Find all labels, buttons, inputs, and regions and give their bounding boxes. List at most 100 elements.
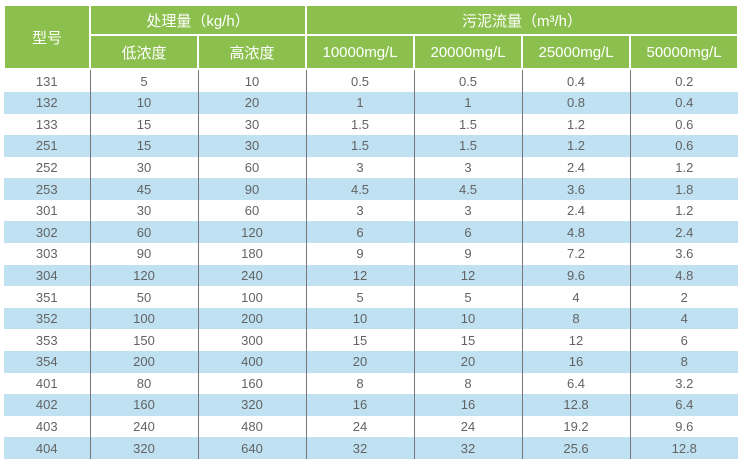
value-cell: 90 xyxy=(197,178,307,200)
model-cell: 303 xyxy=(35,246,58,262)
value-cell: 12.8 xyxy=(521,394,631,416)
value-cell: 4.5 xyxy=(413,178,523,200)
model-cell: 403 xyxy=(35,418,58,434)
model-cell: 401 xyxy=(35,375,58,391)
value-cell: 120 xyxy=(197,221,307,244)
value-cell: 30 xyxy=(197,113,307,136)
value-cell: 60 xyxy=(197,199,307,222)
value-cell: 10 xyxy=(413,307,523,330)
value-cell: 20 xyxy=(413,350,523,373)
table-row: 353 150 300 15 15 12 6 xyxy=(4,329,739,351)
value-cell: 10 xyxy=(197,69,307,93)
value-cell: 0.5 xyxy=(413,69,523,93)
value-cell: 4.5 xyxy=(305,178,415,200)
value-cell: 9.6 xyxy=(629,415,739,438)
value-cell: 0.6 xyxy=(629,135,739,157)
value-cell: 0.6 xyxy=(629,113,739,136)
header-20000mgl: 20000mg/L xyxy=(413,34,524,70)
value-cell: 10 xyxy=(89,92,198,114)
value-cell: 180 xyxy=(197,243,307,265)
value-cell: 6.4 xyxy=(629,394,739,416)
value-cell: 100 xyxy=(89,307,198,330)
value-cell: 1 xyxy=(413,92,523,114)
value-cell: 32 xyxy=(413,437,523,459)
value-cell: 3 xyxy=(305,199,415,222)
value-cell: 160 xyxy=(89,394,198,416)
value-cell: 2 xyxy=(629,286,739,308)
model-cell: 302 xyxy=(35,224,58,240)
value-cell: 12 xyxy=(521,329,631,351)
value-cell: 19.2 xyxy=(521,415,631,438)
table-row: 252 30 60 3 3 2.4 1.2 xyxy=(4,156,739,179)
table-row: 302 60 120 6 6 4.8 2.4 xyxy=(4,221,739,244)
value-cell: 8 xyxy=(305,372,415,395)
value-cell: 60 xyxy=(197,156,307,179)
header-low-concentration: 低浓度 xyxy=(89,34,199,70)
value-cell: 4 xyxy=(629,307,739,330)
value-cell: 1 xyxy=(305,92,415,114)
model-cell: 354 xyxy=(35,354,58,370)
table-row: 304 120 240 12 12 9.6 4.8 xyxy=(4,264,739,287)
value-cell: 15 xyxy=(89,135,198,157)
header-sub-row: 低浓度 高浓度 10000mg/L 20000mg/L 25000mg/L 50… xyxy=(4,34,739,70)
value-cell: 400 xyxy=(197,350,307,373)
value-cell: 60 xyxy=(89,221,198,244)
value-cell: 0.8 xyxy=(521,92,631,114)
model-cell: 304 xyxy=(35,267,58,283)
model-cell: 353 xyxy=(35,332,58,348)
value-cell: 3 xyxy=(305,156,415,179)
value-cell: 5 xyxy=(89,69,198,93)
table-row: 403 240 480 24 24 19.2 9.6 xyxy=(4,415,739,438)
value-cell: 24 xyxy=(305,415,415,438)
value-cell: 3.2 xyxy=(629,372,739,395)
model-cell: 253 xyxy=(35,181,58,197)
value-cell: 1.2 xyxy=(521,135,631,157)
spec-table: 型号 处理量（kg/h） 污泥流量（m³/h） 低浓度 高浓度 10000mg/… xyxy=(3,4,739,459)
value-cell: 15 xyxy=(305,329,415,351)
model-cell: 252 xyxy=(35,160,58,176)
value-cell: 240 xyxy=(197,264,307,287)
table-row: 401 80 160 8 8 6.4 3.2 xyxy=(4,372,739,395)
value-cell: 30 xyxy=(89,199,198,222)
value-cell: 320 xyxy=(197,394,307,416)
value-cell: 3.6 xyxy=(521,178,631,200)
value-cell: 9 xyxy=(305,243,415,265)
value-cell: 4.8 xyxy=(629,264,739,287)
value-cell: 2.4 xyxy=(629,221,739,244)
header-group-row: 型号 处理量（kg/h） 污泥流量（m³/h） xyxy=(3,4,739,70)
value-cell: 3 xyxy=(413,156,523,179)
value-cell: 4 xyxy=(521,286,631,308)
value-cell: 200 xyxy=(197,307,307,330)
value-cell: 9.6 xyxy=(521,264,631,287)
header-50000mgl: 50000mg/L xyxy=(629,34,739,70)
value-cell: 300 xyxy=(197,329,307,351)
value-cell: 480 xyxy=(197,415,307,438)
value-cell: 16 xyxy=(413,394,523,416)
value-cell: 3.6 xyxy=(629,243,739,265)
value-cell: 150 xyxy=(89,329,198,351)
value-cell: 1.2 xyxy=(629,156,739,179)
value-cell: 30 xyxy=(89,156,198,179)
value-cell: 0.4 xyxy=(629,92,739,114)
value-cell: 8 xyxy=(629,350,739,373)
model-cell: 251 xyxy=(35,138,58,154)
value-cell: 160 xyxy=(197,372,307,395)
value-cell: 0.2 xyxy=(629,69,739,93)
value-cell: 8 xyxy=(413,372,523,395)
table-row: 354 200 400 20 20 16 8 xyxy=(4,350,739,373)
value-cell: 8 xyxy=(521,307,631,330)
value-cell: 16 xyxy=(305,394,415,416)
table-row: 351 50 100 5 5 4 2 xyxy=(4,286,739,308)
header-25000mgl: 25000mg/L xyxy=(521,34,632,70)
value-cell: 5 xyxy=(305,286,415,308)
value-cell: 12.8 xyxy=(629,437,739,459)
model-cell: 402 xyxy=(35,397,58,413)
value-cell: 50 xyxy=(89,286,198,308)
model-cell: 351 xyxy=(35,289,58,305)
value-cell: 640 xyxy=(197,437,307,459)
table-row: 404 320 640 32 32 25.6 12.8 xyxy=(4,437,739,459)
value-cell: 16 xyxy=(521,350,631,373)
value-cell: 1.2 xyxy=(629,199,739,222)
table-row: 301 30 60 3 3 2.4 1.2 xyxy=(4,199,739,222)
value-cell: 32 xyxy=(305,437,415,459)
